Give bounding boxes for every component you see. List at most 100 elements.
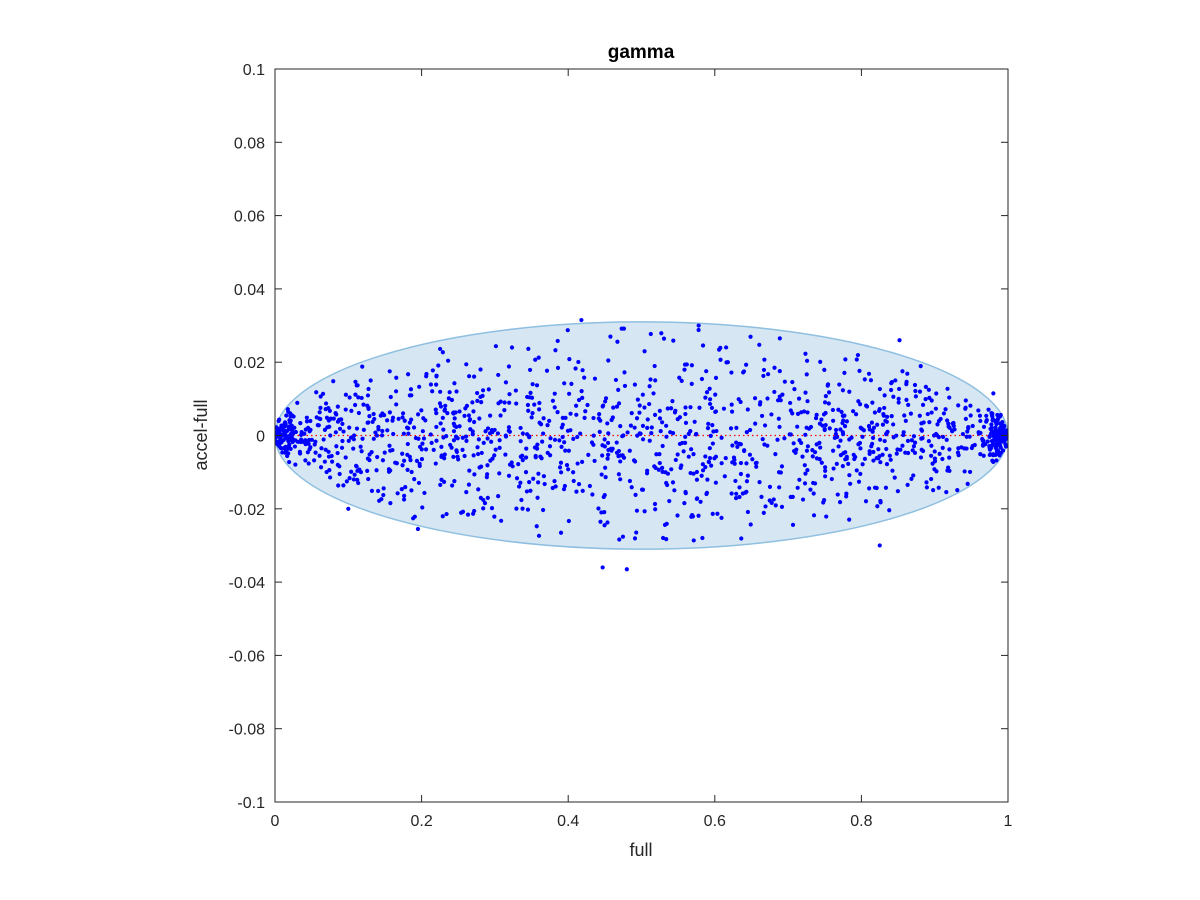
x-tick-label: 0.6 [704, 813, 726, 830]
y-tick-label: -0.04 [229, 575, 266, 592]
scatter-point [401, 497, 407, 502]
scatter-point [864, 404, 870, 409]
scatter-point [981, 453, 986, 458]
scatter-point [526, 408, 531, 413]
scatter-point [318, 465, 324, 470]
scatter-point [633, 492, 638, 497]
scatter-point [600, 453, 605, 458]
scatter-point [840, 432, 846, 437]
scatter-point [884, 446, 889, 452]
scatter-point [739, 536, 744, 541]
scatter-point [777, 394, 782, 399]
scatter-point [918, 455, 924, 460]
scatter-point [997, 421, 1003, 426]
scatter-point [905, 438, 911, 443]
scatter-point [729, 402, 734, 407]
scatter-point [312, 458, 317, 463]
scatter-point [576, 359, 581, 365]
scatter-point [882, 393, 887, 398]
scatter-point [523, 455, 529, 460]
scatter-point [582, 375, 587, 380]
scatter-point [386, 469, 392, 474]
scatter-point [788, 432, 793, 437]
scatter-point [366, 476, 371, 482]
scatter-point [351, 437, 356, 442]
scatter-point [440, 514, 445, 519]
scatter-point [795, 485, 800, 490]
scatter-point [423, 447, 429, 452]
scatter-point [880, 452, 885, 457]
scatter-point [400, 463, 405, 468]
scatter-point [449, 397, 455, 403]
scatter-point [565, 328, 570, 333]
scatter-point [989, 425, 994, 431]
scatter-point [811, 491, 816, 496]
scatter-point [502, 400, 507, 405]
scatter-point [349, 469, 354, 474]
scatter-point [354, 464, 359, 469]
scatter-point [614, 440, 619, 445]
scatter-point [360, 364, 365, 369]
scatter-point [940, 434, 946, 440]
scatter-point [451, 454, 456, 459]
y-tick-label: 0.06 [234, 209, 265, 226]
scatter-point [871, 425, 877, 430]
scatter-point [553, 484, 558, 489]
scatter-point [409, 393, 414, 398]
scatter-point [520, 453, 525, 458]
scatter-point [308, 418, 313, 424]
scatter-point [573, 366, 578, 371]
scatter-point [535, 495, 540, 500]
scatter-point [637, 410, 642, 415]
scatter-point [318, 394, 323, 399]
scatter-point [842, 424, 848, 429]
scatter-point [691, 538, 696, 543]
scatter-point [640, 392, 645, 397]
scatter-point [455, 454, 460, 459]
scatter-point [373, 430, 378, 435]
scatter-point [409, 488, 414, 493]
y-tick-label: 0.1 [243, 62, 265, 79]
scatter-point [524, 446, 529, 451]
scatter-point [405, 441, 410, 447]
scatter-point [616, 401, 622, 406]
scatter-point [709, 405, 715, 411]
scatter-point [618, 459, 623, 464]
scatter-point [653, 507, 658, 512]
scatter-point [566, 467, 571, 472]
scatter-point [802, 481, 808, 486]
scatter-point [858, 446, 863, 451]
scatter-point [480, 388, 486, 393]
scatter-point [411, 516, 416, 521]
scatter-point [818, 445, 823, 450]
scatter-point [539, 456, 544, 461]
scatter-point [405, 425, 410, 430]
scatter-point [679, 378, 684, 383]
scatter-point [830, 448, 836, 453]
scatter-point [803, 351, 808, 356]
scatter-point [1002, 424, 1007, 429]
scatter-point [737, 485, 742, 490]
scatter-point [866, 424, 872, 429]
x-tick-label: 0.4 [557, 813, 579, 830]
scatter-point [530, 411, 535, 416]
scatter-point [343, 392, 348, 397]
scatter-point [977, 413, 983, 418]
scatter-point [647, 401, 652, 407]
scatter-point [683, 405, 688, 410]
scatter-point [558, 470, 564, 475]
scatter-point [465, 512, 471, 517]
scatter-point [705, 426, 711, 431]
scatter-point [753, 421, 758, 426]
scatter-point [380, 428, 385, 434]
scatter-point [353, 402, 358, 408]
scatter-point [525, 402, 531, 408]
scatter-point [476, 487, 481, 492]
scatter-point [761, 367, 767, 373]
scatter-point [892, 475, 897, 480]
scatter-point [649, 431, 654, 436]
scatter-point [408, 387, 414, 392]
scatter-point [792, 387, 797, 392]
scatter-point [688, 405, 693, 410]
scatter-point [536, 480, 541, 485]
